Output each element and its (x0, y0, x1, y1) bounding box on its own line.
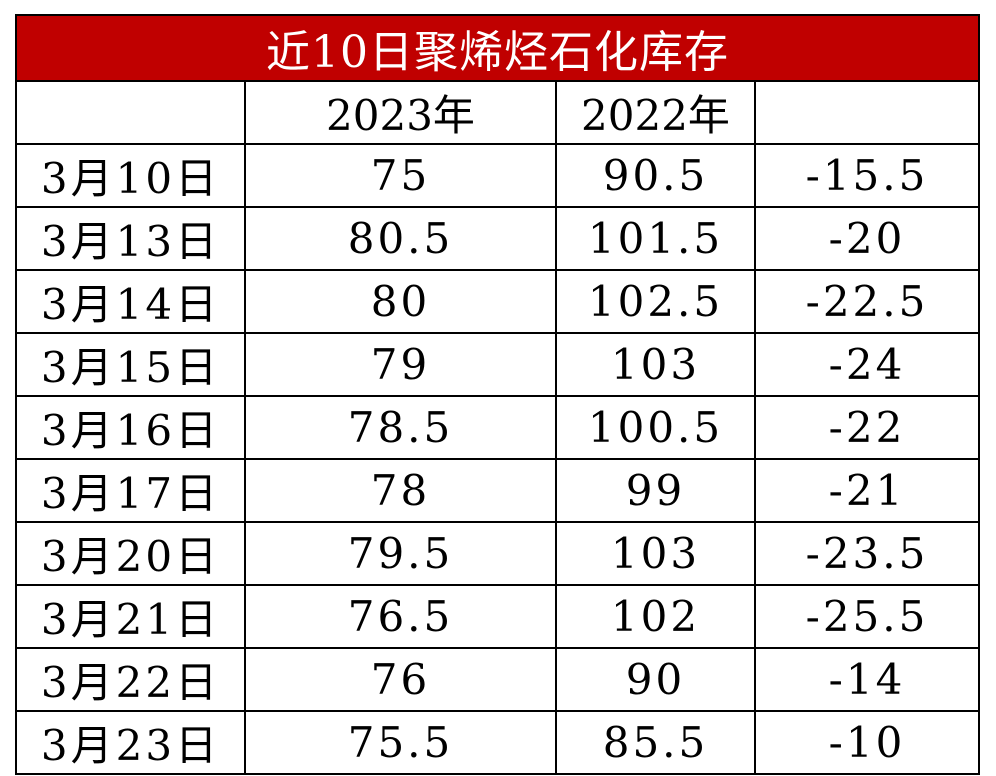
table-row: 3月14日 80 102.5 -22.5 (15, 269, 980, 334)
value-2023-cell: 79.5 (244, 521, 557, 586)
date-cell: 3月10日 (15, 143, 246, 208)
table-title: 近10日聚烯烃石化库存 (15, 14, 980, 82)
date-cell: 3月23日 (15, 710, 246, 775)
date-cell: 3月15日 (15, 332, 246, 397)
header-cell-2022: 2022年 (555, 80, 756, 145)
difference-cell: -15.5 (754, 143, 980, 208)
difference-cell: -14 (754, 647, 980, 712)
inventory-table-body: 近10日聚烯烃石化库存 2023年 2022年 3月10日 75 90.5 -15.5… (15, 14, 980, 775)
table-row: 3月22日 76 90 -14 (15, 647, 980, 712)
header-cell-2023: 2023年 (244, 80, 557, 145)
table-row: 3月23日 75.5 85.5 -10 (15, 710, 980, 775)
date-cell: 3月17日 (15, 458, 246, 523)
value-2023-cell: 75 (244, 143, 557, 208)
value-2022-cell: 103 (555, 521, 756, 586)
date-cell: 3月22日 (15, 647, 246, 712)
header-cell-diff (754, 80, 980, 145)
difference-cell: -23.5 (754, 521, 980, 586)
value-2022-cell: 90.5 (555, 143, 756, 208)
difference-cell: -25.5 (754, 584, 980, 649)
value-2022-cell: 102 (555, 584, 756, 649)
table-row: 3月16日 78.5 100.5 -22 (15, 395, 980, 460)
date-cell: 3月20日 (15, 521, 246, 586)
value-2023-cell: 80.5 (244, 206, 557, 271)
title-row: 近10日聚烯烃石化库存 (15, 14, 980, 82)
value-2022-cell: 103 (555, 332, 756, 397)
header-cell-date (15, 80, 246, 145)
value-2023-cell: 76 (244, 647, 557, 712)
date-cell: 3月13日 (15, 206, 246, 271)
date-cell: 3月16日 (15, 395, 246, 460)
value-2023-cell: 79 (244, 332, 557, 397)
value-2023-cell: 80 (244, 269, 557, 334)
table-row: 3月21日 76.5 102 -25.5 (15, 584, 980, 649)
table-row: 3月10日 75 90.5 -15.5 (15, 143, 980, 208)
value-2023-cell: 78.5 (244, 395, 557, 460)
value-2022-cell: 100.5 (555, 395, 756, 460)
header-row: 2023年 2022年 (15, 80, 980, 145)
date-cell: 3月14日 (15, 269, 246, 334)
value-2022-cell: 101.5 (555, 206, 756, 271)
value-2022-cell: 90 (555, 647, 756, 712)
value-2023-cell: 76.5 (244, 584, 557, 649)
difference-cell: -22.5 (754, 269, 980, 334)
value-2023-cell: 78 (244, 458, 557, 523)
table-row: 3月15日 79 103 -24 (15, 332, 980, 397)
value-2022-cell: 99 (555, 458, 756, 523)
table-row: 3月17日 78 99 -21 (15, 458, 980, 523)
difference-cell: -22 (754, 395, 980, 460)
difference-cell: -21 (754, 458, 980, 523)
value-2022-cell: 85.5 (555, 710, 756, 775)
table-row: 3月13日 80.5 101.5 -20 (15, 206, 980, 271)
table-row: 3月20日 79.5 103 -23.5 (15, 521, 980, 586)
difference-cell: -10 (754, 710, 980, 775)
difference-cell: -24 (754, 332, 980, 397)
inventory-table: 近10日聚烯烃石化库存 2023年 2022年 3月10日 75 90.5 -15.5… (15, 14, 980, 775)
value-2023-cell: 75.5 (244, 710, 557, 775)
date-cell: 3月21日 (15, 584, 246, 649)
value-2022-cell: 102.5 (555, 269, 756, 334)
difference-cell: -20 (754, 206, 980, 271)
